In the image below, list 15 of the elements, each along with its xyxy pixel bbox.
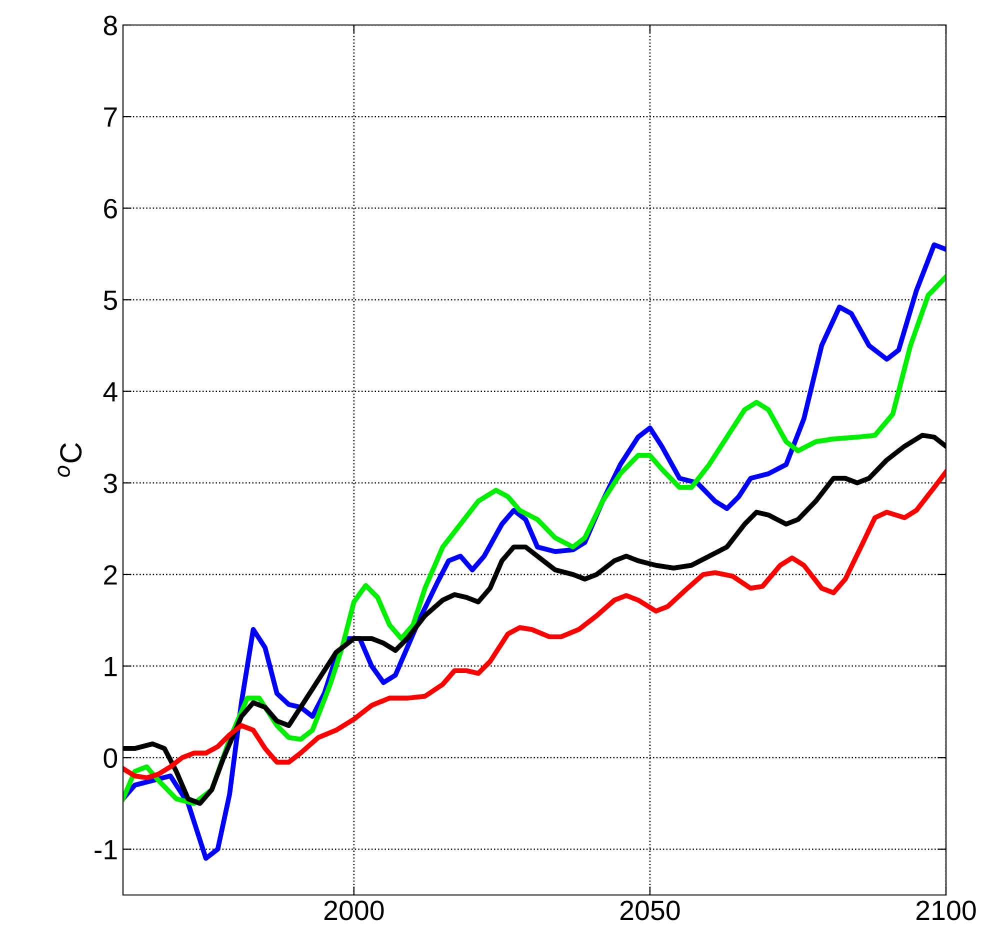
- x-tick-label: 2100: [916, 900, 976, 920]
- x-tick-label: 2000: [324, 900, 384, 920]
- y-tick-label: 6: [104, 198, 117, 218]
- y-tick-label: 3: [104, 474, 117, 494]
- line-series: [123, 469, 946, 780]
- x-tick-label: 2050: [620, 900, 680, 920]
- y-tick-label: 2: [104, 565, 117, 585]
- y-tick-label: 1: [104, 657, 117, 676]
- y-tick-label: -1: [94, 840, 117, 860]
- y-tick-label: 4: [103, 382, 118, 402]
- y-axis-title: $^{o}$C: [58, 443, 82, 477]
- y-tick-label: 7: [104, 108, 117, 127]
- y-tick-label: 8: [104, 16, 117, 36]
- y-tick-label: 0: [104, 748, 118, 768]
- y-tick-label: 5: [104, 290, 117, 310]
